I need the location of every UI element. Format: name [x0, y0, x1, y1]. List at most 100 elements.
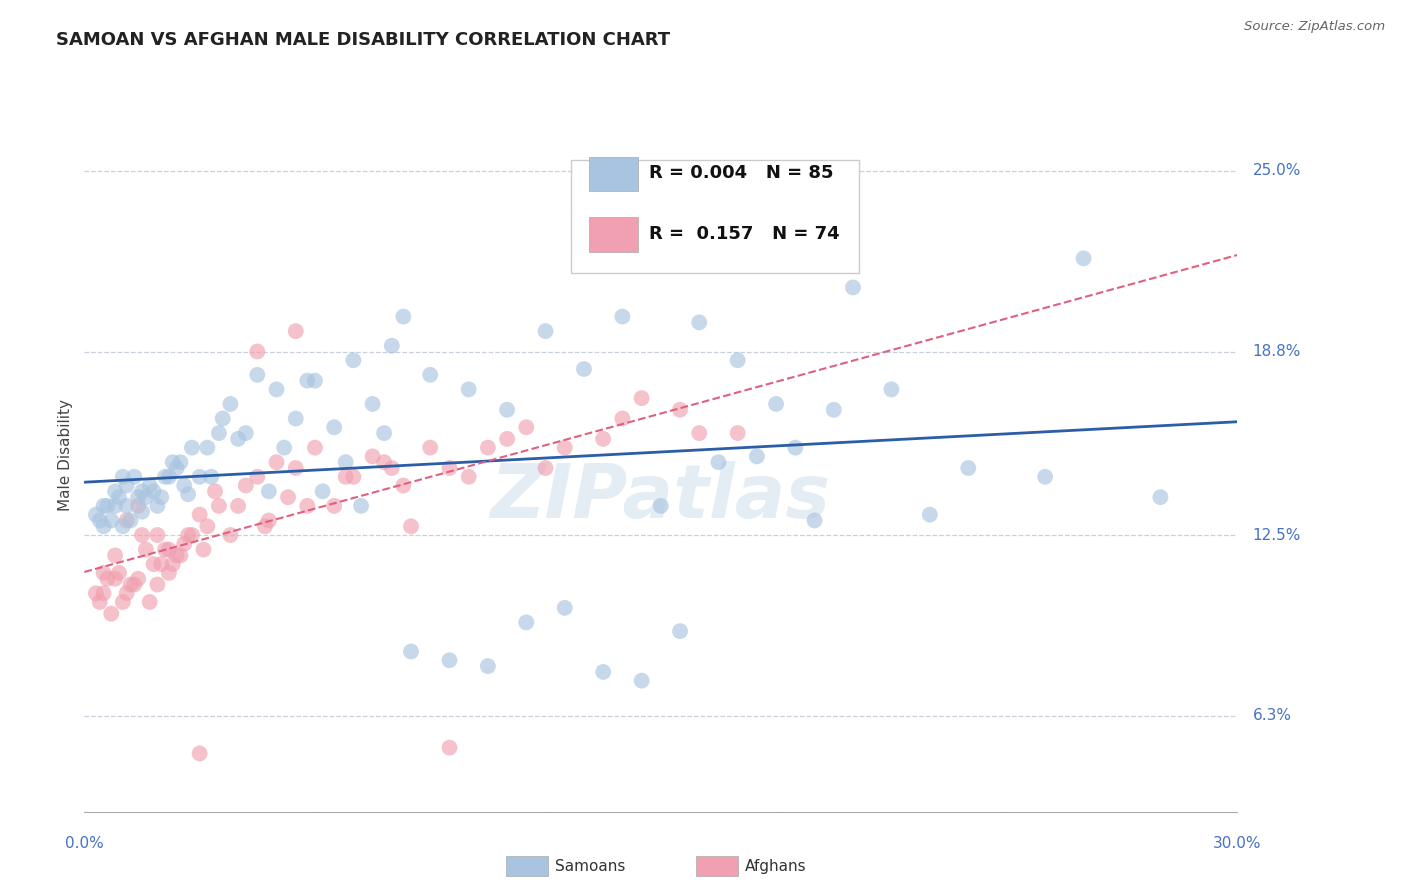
Point: [399, 519, 422, 533]
Point: [235, 478, 257, 492]
Point: [208, 426, 231, 441]
Point: [823, 402, 845, 417]
Point: [138, 478, 160, 492]
Point: [612, 310, 634, 324]
Point: [439, 461, 461, 475]
Point: [419, 368, 441, 382]
Point: [111, 519, 134, 533]
Point: [515, 420, 537, 434]
Point: [361, 450, 384, 464]
Point: [246, 368, 269, 382]
Text: Samoans: Samoans: [555, 859, 626, 873]
FancyBboxPatch shape: [589, 218, 638, 252]
Point: [612, 411, 634, 425]
Point: [323, 499, 346, 513]
Point: [157, 542, 180, 557]
Point: [135, 542, 157, 557]
Point: [335, 469, 357, 483]
Point: [104, 572, 127, 586]
Point: [115, 499, 138, 513]
FancyBboxPatch shape: [589, 157, 638, 191]
Point: [195, 519, 218, 533]
Point: [169, 549, 191, 563]
Point: [630, 673, 652, 688]
Point: [89, 513, 111, 527]
Point: [880, 383, 903, 397]
Point: [181, 528, 204, 542]
Point: [457, 469, 479, 483]
Point: [93, 499, 115, 513]
Text: 0.0%: 0.0%: [65, 837, 104, 852]
Point: [127, 572, 149, 586]
Point: [146, 577, 169, 591]
Point: [350, 499, 373, 513]
Point: [323, 420, 346, 434]
Point: [515, 615, 537, 630]
Point: [188, 469, 211, 483]
Point: [496, 402, 519, 417]
Point: [669, 624, 692, 639]
Point: [765, 397, 787, 411]
Point: [166, 549, 188, 563]
Point: [650, 499, 672, 513]
Point: [257, 513, 280, 527]
Point: [226, 432, 249, 446]
Point: [135, 490, 157, 504]
Point: [957, 461, 980, 475]
Point: [246, 344, 269, 359]
Point: [297, 374, 319, 388]
Text: ZIPatlas: ZIPatlas: [491, 461, 831, 534]
Point: [842, 280, 865, 294]
Point: [157, 469, 180, 483]
Point: [219, 528, 242, 542]
Point: [707, 455, 730, 469]
Text: Afghans: Afghans: [745, 859, 807, 873]
Point: [266, 455, 288, 469]
Point: [166, 461, 188, 475]
Point: [439, 653, 461, 667]
Point: [131, 484, 153, 499]
Text: 25.0%: 25.0%: [1253, 163, 1301, 178]
Point: [419, 441, 441, 455]
Point: [195, 441, 218, 455]
FancyBboxPatch shape: [571, 161, 859, 273]
Point: [572, 362, 595, 376]
Point: [153, 469, 176, 483]
Point: [150, 557, 173, 571]
Point: [96, 499, 118, 513]
Point: [477, 659, 499, 673]
Point: [89, 595, 111, 609]
Point: [235, 426, 257, 441]
Text: 30.0%: 30.0%: [1213, 837, 1261, 852]
Point: [669, 402, 692, 417]
Point: [1073, 252, 1095, 266]
Point: [496, 432, 519, 446]
Point: [162, 455, 184, 469]
Text: 12.5%: 12.5%: [1253, 527, 1301, 542]
Point: [392, 310, 415, 324]
Point: [373, 455, 395, 469]
Point: [142, 484, 165, 499]
Point: [142, 557, 165, 571]
Point: [266, 383, 288, 397]
Point: [146, 528, 169, 542]
Point: [115, 478, 138, 492]
Point: [630, 391, 652, 405]
Point: [226, 499, 249, 513]
Point: [785, 441, 807, 455]
Point: [727, 353, 749, 368]
Point: [127, 499, 149, 513]
Point: [93, 586, 115, 600]
Point: [84, 508, 107, 522]
Text: 6.3%: 6.3%: [1253, 708, 1292, 723]
Point: [131, 528, 153, 542]
Point: [96, 572, 118, 586]
Point: [803, 513, 825, 527]
Point: [381, 339, 404, 353]
Point: [688, 315, 710, 329]
Point: [138, 595, 160, 609]
Point: [311, 484, 333, 499]
Point: [273, 441, 295, 455]
Point: [188, 747, 211, 761]
Point: [124, 469, 146, 483]
